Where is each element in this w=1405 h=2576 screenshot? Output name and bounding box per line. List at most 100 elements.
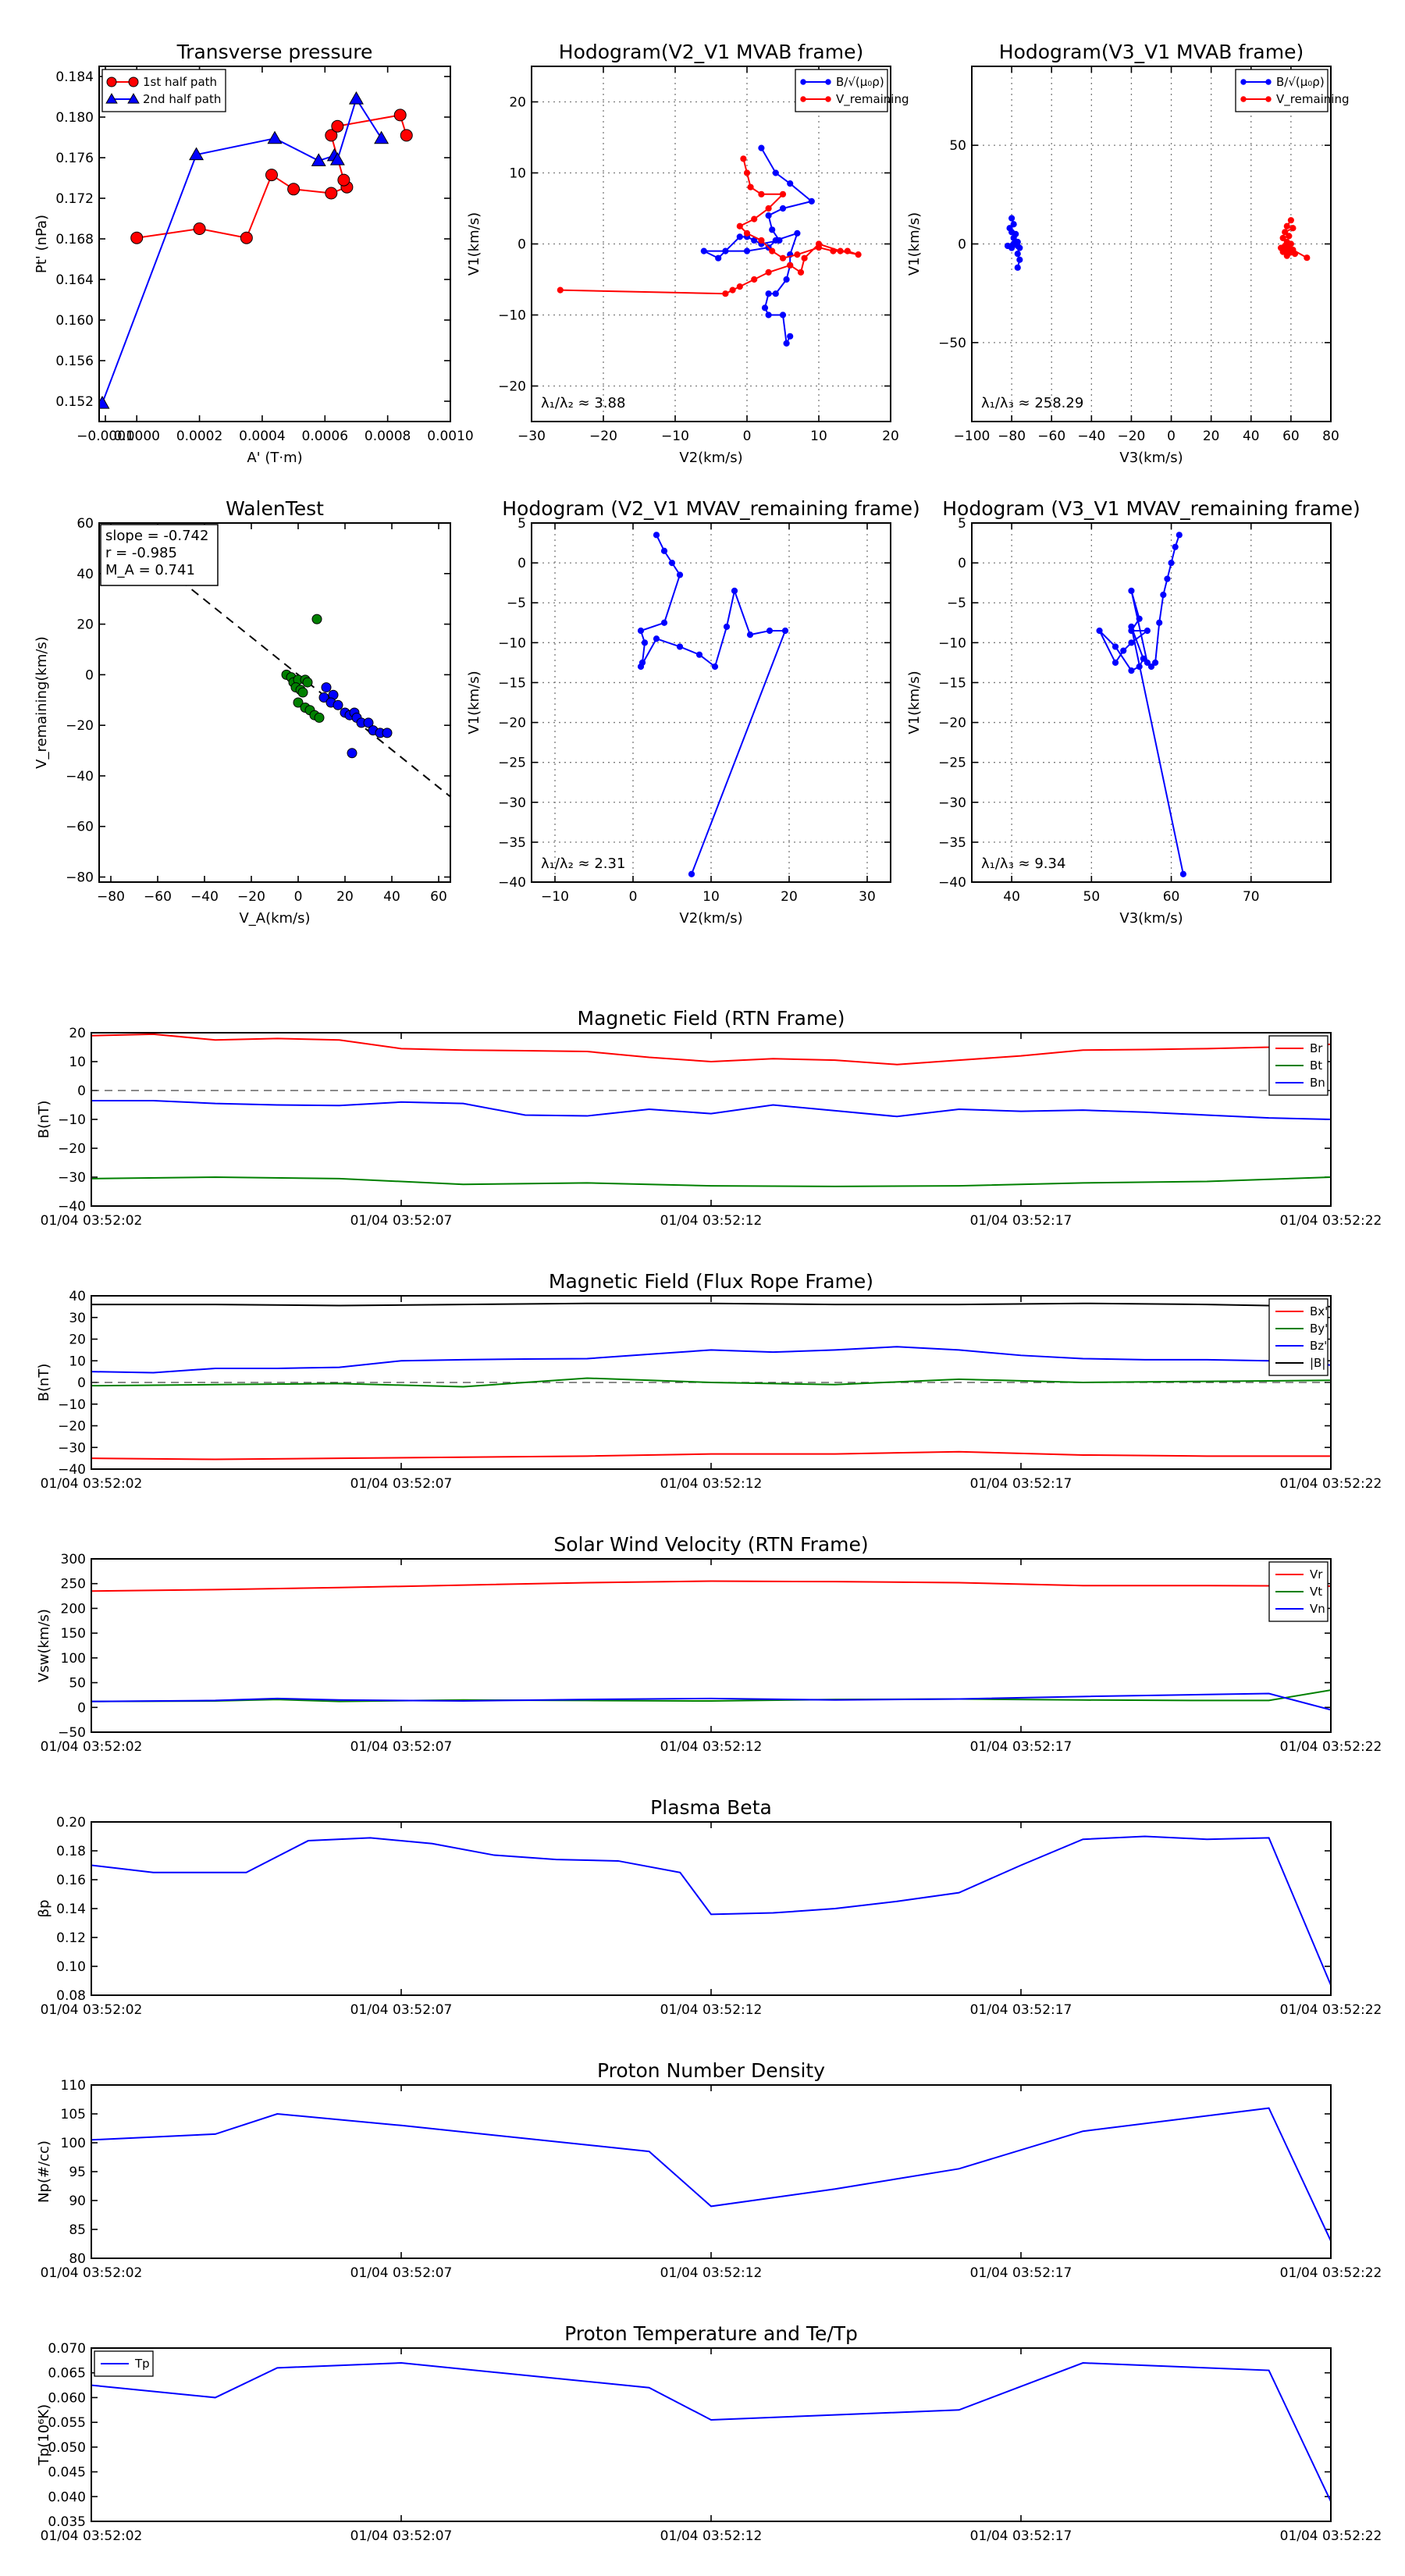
data-point xyxy=(321,682,332,693)
y-tick-label: −10 xyxy=(58,1112,86,1128)
y-axis-label: Vsw(km/s) xyxy=(36,1609,52,1682)
data-point xyxy=(676,571,684,578)
y-tick-label: 40 xyxy=(69,1289,86,1304)
eigen-ratio-annotation: λ₁/λ₂ ≈ 2.31 xyxy=(541,856,625,872)
data-point xyxy=(736,233,743,240)
chart-title: Proton Number Density xyxy=(597,2059,825,2082)
data-point xyxy=(1140,655,1147,662)
data-point xyxy=(1128,667,1135,674)
y-axis-label: Tp(10⁶K) xyxy=(36,2404,52,2466)
y-tick-label: 200 xyxy=(61,1601,86,1617)
x-tick-label: 01/04 03:52:22 xyxy=(1280,2528,1382,2544)
data-point xyxy=(765,212,772,219)
plot-frame xyxy=(91,1821,1332,1996)
y-tick-label: 60 xyxy=(76,516,94,532)
legend-label: V_remaining xyxy=(1276,92,1350,107)
legend: Vr Vt Vn xyxy=(1268,1561,1329,1622)
chart-tp: Proton Temperature and Te/Tp 01/04 03:52:… xyxy=(36,2322,1382,2544)
y-tick-label: 30 xyxy=(69,1311,86,1326)
y-tick-label: 50 xyxy=(69,1676,86,1692)
data-point xyxy=(637,627,645,635)
legend-marker xyxy=(800,96,806,102)
x-tick-label: 0.0000 xyxy=(113,429,159,444)
data-point xyxy=(1279,234,1286,242)
y-tick-label: −10 xyxy=(498,308,526,324)
series-line xyxy=(639,534,787,875)
stats-line: r = -0.985 xyxy=(105,545,177,561)
data-point xyxy=(787,180,794,187)
data-point xyxy=(731,587,738,594)
y-tick-label: 0.168 xyxy=(55,232,94,247)
legend-item: B/√(μ₀ρ) xyxy=(1240,75,1325,89)
y-tick-label: −10 xyxy=(498,635,526,651)
eigen-ratio-annotation: λ₁/λ₃ ≈ 258.29 xyxy=(981,395,1083,411)
y-tick-label: 0.16 xyxy=(56,1873,86,1888)
y-tick-label: 0.14 xyxy=(56,1902,86,1917)
eigen-ratio-annotation: λ₁/λ₃ ≈ 9.34 xyxy=(981,856,1065,872)
chart-walen: WalenTest −80 −60 −40 −20 0 20 40 60 −80 −60 −40 −20… xyxy=(34,497,451,927)
legend-label: B/√(μ₀ρ) xyxy=(1276,75,1325,89)
data-point xyxy=(1287,217,1294,224)
data-point xyxy=(1008,244,1016,251)
series-line xyxy=(91,1689,1331,1703)
plot-area xyxy=(91,2362,1331,2503)
chart-vsw: Solar Wind Velocity (RTN Frame) 01/04 03:… xyxy=(36,1533,1382,1755)
data-point xyxy=(844,247,851,254)
data-point xyxy=(1283,222,1290,229)
data-point xyxy=(715,254,722,262)
x-tick-label: 0 xyxy=(294,889,303,905)
legend-marker xyxy=(1240,96,1247,102)
legend-marker xyxy=(105,93,118,104)
y-tick-label: 0.060 xyxy=(48,2390,86,2406)
series-1st half path xyxy=(130,109,413,244)
x-tick-label: −20 xyxy=(237,889,265,905)
y-tick-label: 0.156 xyxy=(55,354,94,369)
series-Bn xyxy=(91,1099,1331,1120)
data-point xyxy=(769,247,776,254)
data-point xyxy=(641,639,649,646)
legend-label: |B| xyxy=(1310,1356,1325,1370)
x-axis-label: V3(km/s) xyxy=(1119,910,1183,927)
x-tick-label: 01/04 03:52:02 xyxy=(41,2002,143,2018)
x-tick-label: 10 xyxy=(810,429,827,444)
data-point xyxy=(746,632,754,639)
y-tick-label: 20 xyxy=(69,1332,86,1348)
series-Np xyxy=(91,2107,1331,2242)
x-tick-label: 01/04 03:52:22 xyxy=(1280,1476,1382,1492)
x-tick-label: 01/04 03:52:12 xyxy=(660,2002,763,2018)
data-point xyxy=(1008,215,1016,222)
y-tick-label: −5 xyxy=(947,596,966,611)
x-tick-label: 10 xyxy=(702,889,720,905)
y-tick-label: 0 xyxy=(77,1083,86,1099)
data-point xyxy=(1283,252,1290,259)
data-point xyxy=(783,340,790,347)
x-tick-label: 0.0006 xyxy=(302,429,348,444)
chart-title: Magnetic Field (RTN Frame) xyxy=(578,1007,845,1030)
y-tick-label: 10 xyxy=(69,1055,86,1070)
x-tick-label: 60 xyxy=(1163,889,1180,905)
data-point xyxy=(331,119,344,133)
x-tick-label: 01/04 03:52:12 xyxy=(660,2528,763,2544)
y-axis-label: B(nT) xyxy=(36,1101,52,1139)
data-point xyxy=(1144,627,1151,635)
x-tick-label: −80 xyxy=(97,889,125,905)
chart-title: Transverse pressure xyxy=(176,41,373,63)
legend-item: Br xyxy=(1275,1041,1323,1055)
data-point xyxy=(1136,663,1143,671)
y-tick-label: 250 xyxy=(61,1577,86,1592)
series-first half xyxy=(281,614,325,723)
y-tick-label: −40 xyxy=(498,875,526,891)
series-|B| xyxy=(91,1302,1331,1308)
chart-title: Hodogram(V3_V1 MVAB frame) xyxy=(999,41,1304,63)
y-tick-label: 0 xyxy=(958,237,966,253)
series-line xyxy=(560,158,859,295)
x-tick-label: 01/04 03:52:22 xyxy=(1280,1739,1382,1755)
data-point xyxy=(382,728,393,738)
legend-marker xyxy=(1265,96,1272,102)
series-line xyxy=(91,1346,1331,1374)
series-line xyxy=(91,1033,1331,1066)
data-point xyxy=(758,190,765,197)
y-tick-label: −50 xyxy=(58,1725,86,1741)
plot-area xyxy=(91,2107,1331,2242)
